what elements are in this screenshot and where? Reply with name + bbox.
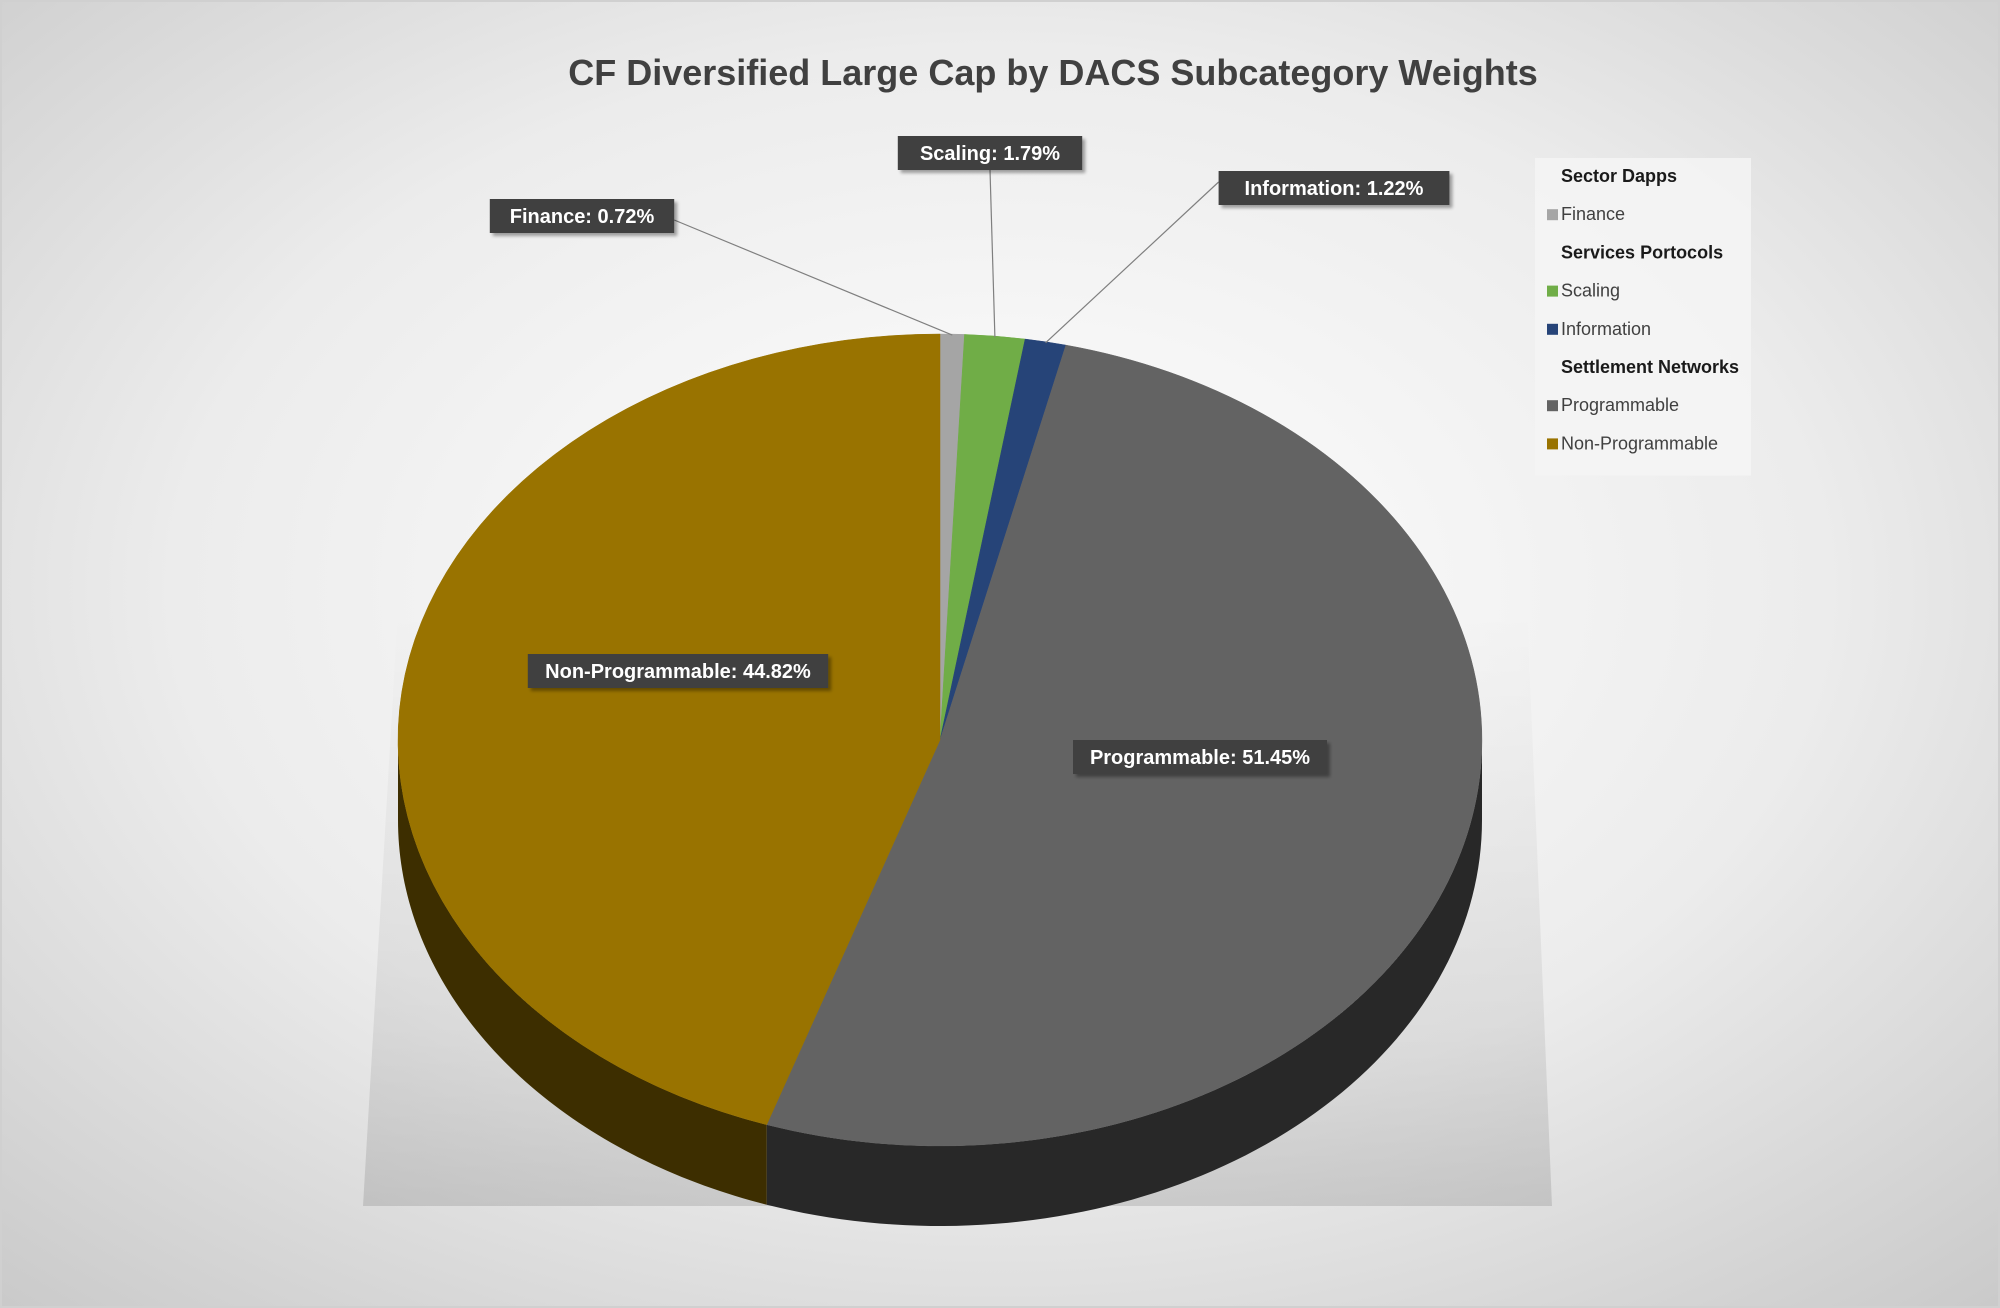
- legend-swatch-programmable: [1547, 400, 1558, 412]
- data-label-programmable: Programmable: 51.45%: [1073, 740, 1327, 774]
- data-label-box: [1218, 171, 1450, 205]
- data-label-box: [897, 136, 1083, 170]
- legend-item-programmable: Programmable: [1561, 395, 1679, 415]
- legend-swatch-scaling: [1547, 285, 1558, 297]
- pie-sides: [398, 740, 1482, 1226]
- data-label-text: Finance: 0.72%: [510, 206, 655, 228]
- data-label-finance: Finance: 0.72%: [489, 199, 675, 233]
- legend-item-finance: Finance: [1561, 204, 1625, 224]
- pie-side-programmable: [766, 740, 1482, 1226]
- legend-group-header: Sector Dapps: [1561, 166, 1677, 186]
- legend-swatch-information: [1547, 323, 1558, 335]
- legend-swatch-finance: [1547, 209, 1558, 221]
- data-label-text: Scaling: 1.79%: [920, 143, 1060, 165]
- legend-group-header: Services Portocols: [1561, 242, 1723, 262]
- legend-swatch-non-programmable: [1547, 438, 1558, 450]
- data-label-non-programmable: Non-Programmable: 44.82%: [527, 654, 829, 688]
- legend-item-non-programmable: Non-Programmable: [1561, 433, 1718, 453]
- data-label-text: Programmable: 51.45%: [1090, 747, 1310, 769]
- chart-title: CF Diversified Large Cap by DACS Subcate…: [568, 52, 1538, 93]
- data-label-box: [489, 199, 675, 233]
- data-labels: Finance: 0.72% Scaling: 1.79% Information:…: [489, 136, 1450, 774]
- legend: Sector Dapps Finance Services Portocols Sca…: [1535, 158, 1751, 476]
- leader-lines: [673, 169, 1220, 344]
- leader-line-scaling: [989, 169, 996, 338]
- pie-slice-non-programmable: [397, 333, 941, 1125]
- legend-group-header: Settlement Networks: [1561, 357, 1739, 377]
- legend-box: [1535, 158, 1751, 476]
- data-label-information: Information: 1.22%: [1218, 171, 1450, 205]
- data-label-text: Non-Programmable: 44.82%: [545, 661, 811, 683]
- pie-top: [397, 333, 1483, 1147]
- data-label-box: [527, 654, 829, 688]
- leader-line-information: [1045, 181, 1220, 344]
- leader-line-finance: [673, 219, 953, 336]
- pie-side-non-programmable: [398, 740, 767, 1205]
- data-label-scaling: Scaling: 1.79%: [897, 136, 1083, 170]
- legend-item-information: Information: [1561, 319, 1651, 339]
- legend-item-scaling: Scaling: [1561, 281, 1620, 301]
- data-label-box: [1073, 740, 1327, 774]
- data-label-text: Information: 1.22%: [1245, 178, 1424, 200]
